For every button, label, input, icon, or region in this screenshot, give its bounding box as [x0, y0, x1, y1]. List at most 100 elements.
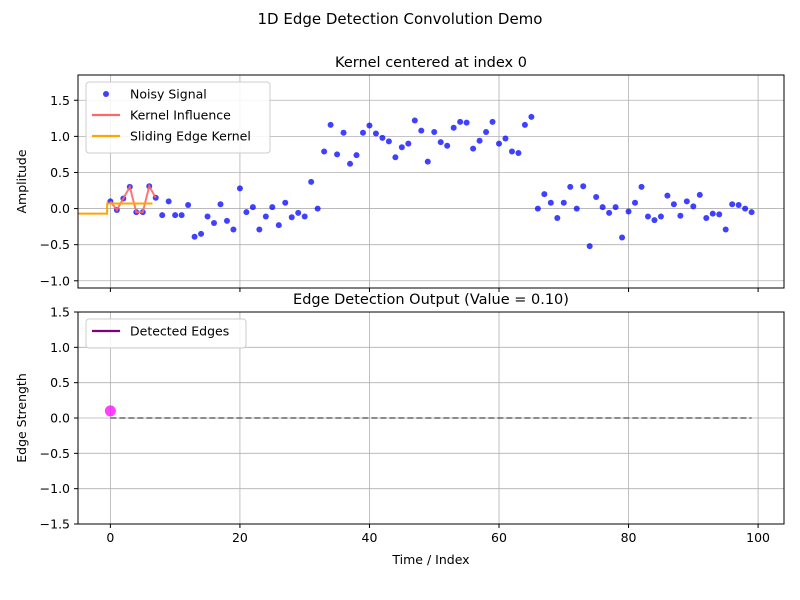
x-tick-label: 100 — [746, 530, 770, 545]
data-point — [269, 204, 276, 211]
data-point — [554, 214, 561, 221]
axes-frame — [77, 74, 785, 289]
data-point — [159, 212, 166, 219]
legend: Detected Edges — [85, 318, 247, 349]
data-point — [580, 183, 587, 190]
data-point — [619, 234, 626, 241]
data-point — [508, 148, 515, 155]
data-point — [483, 129, 490, 136]
data-point — [347, 160, 354, 167]
legend-box — [85, 81, 271, 154]
data-point — [657, 213, 664, 220]
data-point — [353, 152, 360, 159]
y-tick-label: 1.5 — [50, 93, 70, 108]
data-point — [191, 233, 198, 240]
data-point — [405, 140, 412, 147]
data-point — [185, 201, 192, 208]
data-point — [593, 194, 600, 201]
legend-label: Sliding Edge Kernel — [130, 129, 251, 144]
legend: Noisy Signal Kernel Influence Sliding Edge… — [85, 81, 271, 154]
data-point — [644, 213, 651, 220]
y-tick-label: 0.0 — [50, 411, 70, 426]
plot-area — [78, 113, 755, 250]
data-point — [489, 118, 496, 125]
y-tick-label: 0.5 — [50, 375, 70, 390]
data-point — [528, 113, 535, 120]
legend-label: Kernel Influence — [130, 108, 231, 123]
data-point — [729, 201, 736, 208]
data-point — [547, 199, 554, 206]
y-tick-label: −1.0 — [40, 481, 70, 496]
data-point — [606, 209, 613, 216]
data-point — [165, 198, 172, 205]
data-point — [735, 201, 742, 208]
data-point — [249, 204, 256, 211]
plot-area — [104, 405, 752, 419]
data-point — [198, 230, 205, 237]
data-point — [560, 199, 567, 206]
data-point — [223, 217, 230, 224]
data-point — [470, 145, 477, 152]
data-point — [288, 214, 295, 221]
axes-title: Kernel centered at index 0 — [335, 55, 527, 71]
data-point — [359, 129, 366, 136]
legend-box — [85, 318, 247, 349]
data-point — [709, 210, 716, 217]
data-point — [625, 208, 632, 215]
data-point — [677, 212, 684, 219]
legend-label: Noisy Signal — [130, 87, 207, 102]
data-point — [411, 117, 418, 124]
data-point — [398, 144, 405, 151]
data-point — [651, 217, 658, 224]
data-point — [437, 139, 444, 146]
data-point — [282, 199, 289, 206]
data-point — [262, 213, 269, 220]
data-point — [742, 205, 749, 212]
data-point — [340, 129, 347, 136]
y-tick-label: 0.5 — [50, 165, 70, 180]
data-point — [366, 122, 373, 129]
signal-panel: −1.0 −0.5 0.0 0.5 1.0 1.5 Kernel centered at i… — [14, 55, 785, 292]
y-tick-label: −1.5 — [40, 517, 70, 532]
data-point — [385, 138, 392, 145]
legend-label: Detected Edges — [130, 324, 229, 339]
y-tick-label: −1.0 — [40, 273, 70, 288]
data-point — [515, 149, 522, 156]
data-point — [703, 214, 710, 221]
data-point — [670, 201, 677, 208]
data-point — [690, 203, 697, 210]
y-tick-label: 1.0 — [50, 340, 70, 355]
data-point — [334, 151, 341, 158]
data-point — [463, 119, 470, 126]
data-point — [230, 226, 237, 233]
data-point — [541, 191, 548, 198]
y-tick-label: 1.5 — [50, 305, 70, 320]
data-point — [211, 220, 218, 227]
data-point — [573, 205, 580, 212]
data-point — [496, 140, 503, 147]
data-point — [178, 212, 185, 219]
y-axis-label: Amplitude — [14, 149, 29, 213]
data-point — [327, 121, 334, 128]
data-point — [431, 129, 438, 136]
y-tick-label: −0.5 — [40, 237, 70, 252]
data-point — [457, 118, 464, 125]
data-point — [217, 201, 224, 208]
y-axis-label: Edge Strength — [14, 373, 29, 463]
data-point — [722, 226, 729, 233]
data-point — [314, 205, 321, 212]
data-point — [236, 185, 243, 192]
x-tick-label: 80 — [621, 530, 637, 545]
data-point — [664, 192, 671, 199]
axes-title: Edge Detection Output (Value = 0.10) — [293, 292, 569, 308]
current-output-marker — [104, 405, 116, 417]
data-point — [716, 211, 723, 218]
y-tick-label: −0.5 — [40, 446, 70, 461]
legend-marker — [103, 91, 109, 97]
data-point — [243, 209, 250, 216]
data-point — [696, 191, 703, 198]
data-point — [308, 178, 315, 185]
x-tick-label: 0 — [106, 530, 114, 545]
data-point — [275, 222, 282, 229]
data-point — [521, 121, 528, 128]
